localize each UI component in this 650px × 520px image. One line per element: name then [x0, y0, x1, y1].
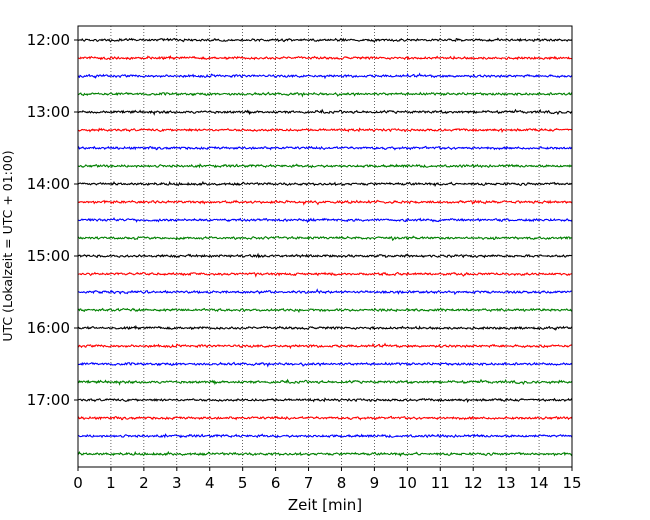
- trace-line: [77, 288, 573, 296]
- x-tick-label: 8: [337, 474, 347, 492]
- x-tick-label: 0: [73, 474, 83, 492]
- x-tick-label: 5: [238, 474, 248, 492]
- trace-line: [77, 415, 573, 421]
- trace-line: [77, 307, 573, 314]
- y-axis-ticks: 12:00 13:00 14:00 15:00 16:00 17:00: [27, 31, 78, 409]
- x-tick-label: 6: [271, 474, 281, 492]
- trace-line: [77, 235, 573, 242]
- trace-line: [77, 450, 573, 458]
- seismic-traces: [77, 37, 573, 458]
- y-tick-label: 12:00: [27, 31, 70, 49]
- trace-line: [77, 145, 573, 151]
- trace-line: [77, 180, 573, 188]
- y-axis-label: UTC (Lokalzeit = UTC + 01:00): [0, 150, 15, 341]
- y-tick-label: 13:00: [27, 103, 70, 121]
- trace-line: [77, 217, 573, 224]
- x-tick-label: 7: [304, 474, 314, 492]
- x-axis-label: Zeit [min]: [288, 496, 362, 514]
- x-tick-label: 3: [172, 474, 182, 492]
- y-tick-label: 14:00: [27, 175, 70, 193]
- trace-line: [77, 55, 573, 61]
- y-tick-label: 17:00: [27, 391, 70, 409]
- trace-line: [77, 324, 573, 331]
- plot-frame: [77, 25, 573, 468]
- trace-line: [77, 72, 573, 80]
- trace-line: [77, 271, 573, 278]
- x-tick-label: 12: [464, 474, 483, 492]
- x-tick-label: 14: [530, 474, 549, 492]
- trace-line: [77, 397, 573, 403]
- trace-line: [77, 37, 573, 44]
- trace-line: [77, 361, 573, 368]
- plot-background: [78, 26, 572, 467]
- trace-line: [77, 252, 573, 259]
- x-axis-ticks: 0 1 2 3 4 5 6 7 8 9 10 11 12 13 14 15: [73, 467, 582, 492]
- x-tick-label: 15: [562, 474, 581, 492]
- trace-line: [77, 433, 573, 439]
- trace-line: [77, 163, 573, 169]
- x-tick-label: 11: [431, 474, 450, 492]
- trace-line: [77, 127, 573, 134]
- x-tick-label: 13: [497, 474, 516, 492]
- trace-line: [77, 199, 573, 206]
- x-tick-label: 2: [139, 474, 149, 492]
- trace-line: [77, 378, 573, 386]
- y-tick-label: 15:00: [27, 247, 70, 265]
- x-tick-label: 9: [370, 474, 380, 492]
- x-tick-label: 1: [106, 474, 116, 492]
- trace-line: [77, 91, 573, 98]
- x-tick-label: 10: [398, 474, 417, 492]
- y-tick-label: 16:00: [27, 319, 70, 337]
- x-tick-label: 4: [205, 474, 215, 492]
- trace-line: [77, 108, 573, 116]
- trace-line: [77, 342, 573, 350]
